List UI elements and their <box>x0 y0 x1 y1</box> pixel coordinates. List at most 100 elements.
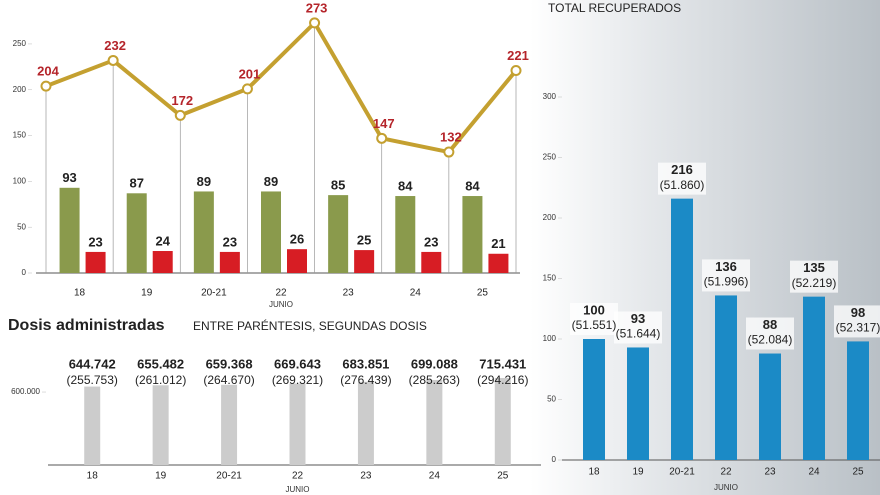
secondary-label: (269.321) <box>272 373 323 387</box>
data-label: 23 <box>223 234 237 249</box>
line-point <box>174 109 186 121</box>
data-label: 98 <box>851 305 865 320</box>
label-box <box>614 311 662 344</box>
data-label: 93 <box>62 170 76 185</box>
y-tick-label: 250 <box>543 153 557 162</box>
bar <box>671 198 693 460</box>
y-tick-label: 50 <box>17 222 26 231</box>
bar <box>357 381 374 465</box>
photo-background <box>530 0 880 495</box>
secondary-label: (52.219) <box>792 276 837 290</box>
bar <box>287 249 307 273</box>
data-label: 100 <box>583 302 605 317</box>
bar <box>583 339 605 460</box>
bar <box>494 377 511 465</box>
x-tick-label: 18 <box>588 467 600 478</box>
x-tick-label: 20-21 <box>669 467 695 478</box>
secondary-label: (51.644) <box>616 327 661 341</box>
data-label: 23 <box>424 234 438 249</box>
data-label: 84 <box>465 178 480 193</box>
secondary-label: (51.860) <box>660 178 705 192</box>
data-label: 699.088 <box>411 356 458 371</box>
x-tick-label: 25 <box>497 471 509 482</box>
bar <box>59 187 80 273</box>
secondary-label: (51.996) <box>704 275 749 289</box>
bar <box>488 253 509 273</box>
x-tick-label: 24 <box>429 471 441 482</box>
chart-title: TOTAL RECUPERADOS <box>548 1 681 15</box>
line <box>45 20 518 155</box>
secondary-label: (52.084) <box>748 333 793 347</box>
data-label: 93 <box>631 311 645 326</box>
label-box <box>702 259 750 292</box>
bar <box>328 195 349 273</box>
secondary-label: (276.439) <box>340 373 391 387</box>
x-tick-label: 23 <box>764 467 776 478</box>
line-label: 204 <box>37 64 59 79</box>
x-tick-label: 24 <box>808 467 820 478</box>
chart-title: Dosis administradas <box>8 317 165 334</box>
line-point <box>241 83 253 95</box>
x-tick-label: 24 <box>410 288 422 299</box>
y-tick-label: 50 <box>547 395 556 404</box>
data-label: 87 <box>129 176 143 191</box>
bar <box>354 250 375 273</box>
bar <box>289 383 306 465</box>
secondary-label: (261.012) <box>135 373 186 387</box>
bar <box>462 196 483 273</box>
line-label: 232 <box>104 38 126 53</box>
bar <box>152 251 173 273</box>
bar <box>126 193 147 273</box>
label-box <box>834 305 880 338</box>
label-box <box>790 260 838 293</box>
y-tick-label: 600.000 <box>11 387 40 396</box>
data-label: 135 <box>803 260 825 275</box>
y-tick-label: 250 <box>13 39 27 48</box>
x-axis-label: JUNIO <box>269 300 293 309</box>
line-label: 201 <box>239 66 261 81</box>
data-label: 85 <box>331 178 345 193</box>
x-tick-label: 25 <box>477 288 489 299</box>
bar <box>421 251 442 273</box>
data-label: 21 <box>491 236 505 251</box>
line-point <box>510 65 522 77</box>
bar <box>627 347 649 460</box>
x-tick-label: 23 <box>343 288 355 299</box>
data-label: 23 <box>88 234 102 249</box>
bar <box>221 384 238 465</box>
secondary-label: (51.551) <box>572 318 617 332</box>
line-label: 172 <box>171 93 193 108</box>
bar <box>152 385 169 465</box>
x-tick-label: 18 <box>87 471 99 482</box>
data-label: 715.431 <box>479 356 526 371</box>
secondary-label: (52.317) <box>836 321 880 335</box>
secondary-label: (255.753) <box>67 373 118 387</box>
bar <box>85 251 106 273</box>
line-label: 132 <box>440 129 462 144</box>
line-point <box>443 146 455 158</box>
bar <box>219 251 240 273</box>
y-tick-label: 200 <box>543 213 557 222</box>
y-tick-label: 150 <box>13 131 27 140</box>
data-label: 24 <box>155 233 170 248</box>
y-tick-label: 150 <box>543 274 557 283</box>
bar <box>715 295 737 460</box>
secondary-label: (294.216) <box>477 373 528 387</box>
data-label: 136 <box>715 259 737 274</box>
y-tick-label: 0 <box>22 268 27 277</box>
data-label: 683.851 <box>342 356 389 371</box>
secondary-label: (285.263) <box>409 373 460 387</box>
data-label: 216 <box>671 162 693 177</box>
label-box <box>658 162 706 195</box>
bar <box>395 196 416 273</box>
bar <box>847 341 869 460</box>
x-tick-label: 19 <box>155 471 167 482</box>
x-tick-label: 25 <box>852 467 864 478</box>
line-point <box>309 17 321 29</box>
bar <box>193 191 214 273</box>
line-point <box>40 80 52 92</box>
x-tick-label: 18 <box>74 288 86 299</box>
data-label: 659.368 <box>206 356 253 371</box>
y-tick-label: 100 <box>543 334 557 343</box>
